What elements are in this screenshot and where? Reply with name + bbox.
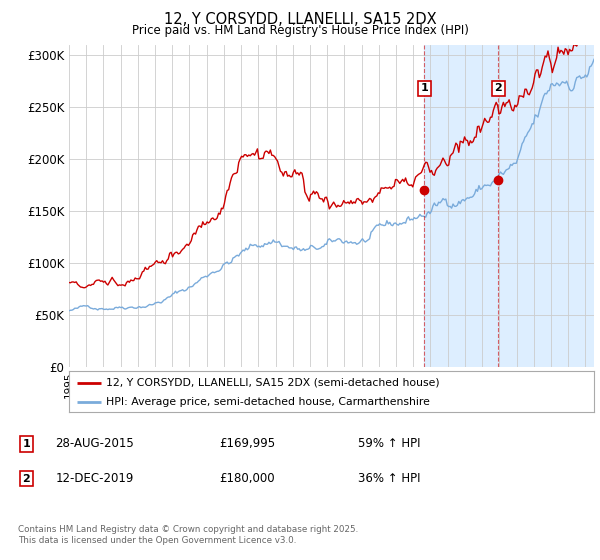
Text: Price paid vs. HM Land Registry's House Price Index (HPI): Price paid vs. HM Land Registry's House …: [131, 24, 469, 36]
Text: 1: 1: [421, 83, 428, 94]
Text: 1: 1: [23, 438, 30, 449]
Text: £180,000: £180,000: [220, 472, 275, 485]
Bar: [424, 45, 499, 367]
Text: Contains HM Land Registry data © Crown copyright and database right 2025.
This d: Contains HM Land Registry data © Crown c…: [18, 525, 358, 545]
Text: 2: 2: [494, 83, 502, 94]
Text: 28-AUG-2015: 28-AUG-2015: [55, 437, 134, 450]
Text: 36% ↑ HPI: 36% ↑ HPI: [358, 472, 420, 485]
Text: HPI: Average price, semi-detached house, Carmarthenshire: HPI: Average price, semi-detached house,…: [106, 396, 430, 407]
Text: 2: 2: [23, 474, 30, 483]
Bar: [499, 45, 600, 367]
Text: 59% ↑ HPI: 59% ↑ HPI: [358, 437, 420, 450]
Text: £169,995: £169,995: [220, 437, 275, 450]
Text: 12-DEC-2019: 12-DEC-2019: [55, 472, 134, 485]
Text: 12, Y CORSYDD, LLANELLI, SA15 2DX (semi-detached house): 12, Y CORSYDD, LLANELLI, SA15 2DX (semi-…: [106, 377, 439, 388]
Text: 12, Y CORSYDD, LLANELLI, SA15 2DX: 12, Y CORSYDD, LLANELLI, SA15 2DX: [164, 12, 436, 27]
